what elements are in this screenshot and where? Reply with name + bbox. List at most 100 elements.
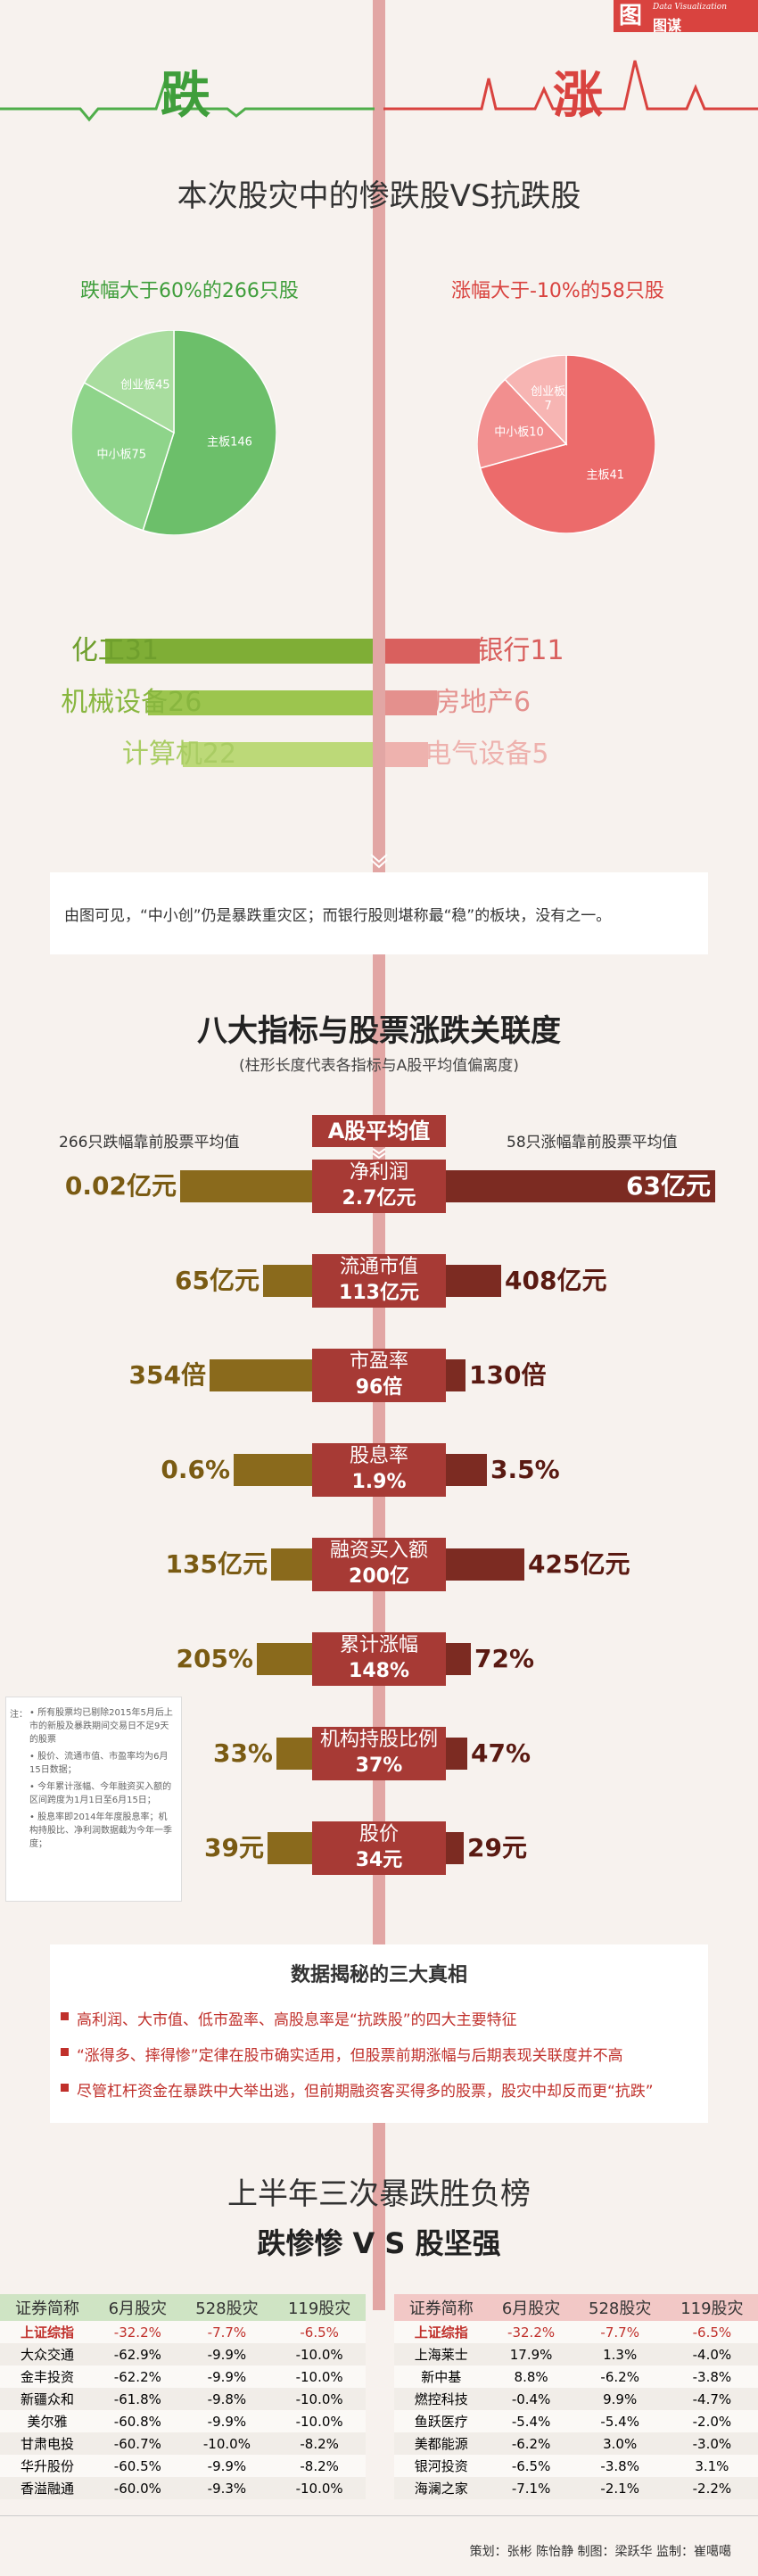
table-cell: -60.5% (113, 2457, 161, 2474)
footnote-item: • 所有股票均已剔除2015年5月后上市的新股及暴跌期间交易日不足9天的股票 (29, 1708, 173, 1745)
table-row: 上证综指 -32.2% -7.7% -6.5% (0, 2321, 366, 2343)
table-row: 上海莱士 17.9% 1.3% -4.0% (394, 2343, 758, 2365)
table-cell: -5.4% (600, 2413, 639, 2430)
chevron-down-icon (370, 854, 388, 869)
hero-fall: 跌 (161, 67, 210, 125)
pie-slice (71, 382, 175, 532)
industry-bar (148, 690, 373, 715)
industry-bar-label: 房地产6 (433, 687, 531, 718)
table-cell: -3.8% (600, 2457, 639, 2474)
indicator-right-bar (446, 1454, 487, 1486)
truth-item-2: “涨得多、摔得惨”定律在股市确实适用，但股票前期涨幅与后期表现关联度并不高 (61, 2043, 623, 2065)
column-header: 528股灾 (195, 2299, 259, 2318)
table-row: 上证综指 -32.2% -7.7% -6.5% (394, 2321, 758, 2343)
table-row: 大众交通 -62.9% -9.9% -10.0% (0, 2343, 366, 2365)
footnote-item: • 今年累计涨幅、今年融资买入额的区间跨度为1月1日至6月15日； (29, 1782, 172, 1805)
credits: 策划：张彬 陈怡静 制图：梁跃华 监制：崔噶噶 (469, 2545, 731, 2559)
table-cell: 新疆众和 (21, 2391, 75, 2407)
truths-box: 数据揭秘的三大真相 (50, 1944, 708, 2123)
pie-slice (504, 355, 567, 446)
table-row: 金丰投资 -62.2% -9.9% -10.0% (0, 2365, 366, 2388)
pie-slice-label: 主板41 (587, 468, 625, 482)
table-cell: -10.0% (295, 2480, 343, 2497)
indicator-average-box: 股息率 1.9% (312, 1443, 446, 1497)
table-cell: 3.1% (695, 2457, 729, 2474)
indicator-average-value: 1.9% (351, 1471, 407, 1493)
footer-divider (0, 2515, 758, 2516)
industry-bar (105, 639, 373, 664)
indicator-right-value: 29元 (467, 1833, 527, 1862)
indicator-right-bar (446, 1738, 467, 1770)
column-header: 6月股灾 (501, 2299, 561, 2318)
pie-slice (83, 330, 175, 434)
table-cell: -9.9% (207, 2346, 247, 2363)
table-cell: -9.9% (207, 2413, 247, 2430)
table-cell: 上证综指 (21, 2324, 75, 2341)
industry-bar (385, 639, 481, 664)
table-cell: -9.8% (207, 2390, 247, 2407)
table-cell: 金丰投资 (21, 2369, 75, 2385)
indicator-average-box: 市盈率 96倍 (312, 1349, 446, 1402)
table-cell: -62.2% (113, 2368, 161, 2385)
table-cell: 香溢融通 (21, 2481, 75, 2497)
industry-bar-label: 银行11 (476, 635, 564, 666)
indicator-right-value: 72% (474, 1644, 535, 1673)
indicator-subtitle: (柱形长度代表各指标与A股平均值偏离度) (239, 1057, 519, 1075)
table-cell: 新中基 (421, 2369, 462, 2385)
summary-note: 由图可见，“中小创”仍是暴跌重灾区；而银行股则堪称最“稳”的板块，没有之一。 (50, 872, 708, 954)
table-cell: 9.9% (603, 2390, 638, 2407)
table-row: 美尔雅 -60.8% -9.9% -10.0% (0, 2410, 366, 2432)
indicator-right-bar (446, 1265, 501, 1297)
indicator-left-bar (234, 1454, 312, 1486)
indicator-average-value: 96倍 (355, 1376, 403, 1399)
table-cell: -4.7% (692, 2390, 732, 2407)
table-cell: -60.7% (113, 2435, 161, 2452)
indicator-right-value: 63亿元 (626, 1171, 711, 1201)
table-row: 香溢融通 -60.0% -9.3% -10.0% (0, 2477, 366, 2499)
indicator-left-bar (180, 1170, 312, 1202)
pie-slice-label: 主板146 (207, 436, 252, 450)
table-header-row: 证券简称 6月股灾 528股灾 119股灾 (0, 2294, 366, 2321)
table-cell: -8.2% (300, 2435, 339, 2452)
indicator-average-value: 2.7亿元 (342, 1187, 416, 1210)
indicator-right-value: 47% (471, 1738, 531, 1768)
footnote-item: • 股价、流通市值、市盈率均为6月15日数据； (29, 1752, 169, 1775)
table-cell: 海澜之家 (414, 2481, 468, 2497)
indicator-left-bar (210, 1359, 312, 1391)
table-cell: 3.0% (603, 2435, 638, 2452)
indicator-right-value: 425亿元 (528, 1549, 630, 1579)
table-cell: -0.4% (511, 2390, 551, 2407)
table-cell: -9.9% (207, 2368, 247, 2385)
summary-note-text: 由图可见，“中小创”仍是暴跌重灾区；而银行股则堪称最“稳”的板块，没有之一。 (64, 907, 612, 925)
hero-rise: 涨 (553, 67, 603, 125)
table-cell: -4.0% (692, 2346, 732, 2363)
table-cell: 上证综指 (414, 2324, 468, 2341)
table-cell: -6.2% (600, 2368, 639, 2385)
table-cell: -32.2% (507, 2324, 556, 2341)
table-cell: -2.1% (600, 2480, 639, 2497)
table-cell: -7.7% (207, 2324, 247, 2341)
table-cell: -6.5% (692, 2324, 732, 2341)
pie-slice-value: 7 (545, 400, 552, 413)
indicator-name: 机构持股比例 (319, 1729, 438, 1751)
logo-chinese: 图谋 (653, 17, 682, 34)
indicator-average-box: 流通市值 113亿元 (312, 1254, 446, 1308)
indicator-right-bar (446, 1643, 471, 1675)
truth-item-1: 高利润、大市值、低市盈率、高股息率是“抗跌股”的四大主要特征 (61, 2007, 517, 2029)
logo: 图 Data Visualization 图谋 (614, 0, 758, 34)
indicator-left-bar (276, 1738, 312, 1770)
indicator-average-value: 148% (349, 1660, 409, 1682)
indicator-name: 股价 (358, 1823, 399, 1845)
industry-bar-label: 计算机22 (121, 739, 237, 770)
indicator-average-value: 37% (355, 1754, 403, 1777)
table-row: 新中基 8.8% -6.2% -3.8% (394, 2365, 758, 2388)
table-cell: -6.5% (511, 2457, 551, 2474)
table-row: 鱼跃医疗 -5.4% -5.4% -2.0% (394, 2410, 758, 2432)
industry-bar-label: 电气设备5 (424, 739, 549, 770)
table-cell: -3.0% (692, 2435, 732, 2452)
industry-bar (385, 690, 438, 715)
footnote-item: • 股息率即2014年年度股息率；机构持股比、净利润数据截为今年一季度； (29, 1812, 172, 1849)
left-pulse-line (0, 78, 375, 122)
indicator-right-value: 408亿元 (505, 1266, 607, 1295)
